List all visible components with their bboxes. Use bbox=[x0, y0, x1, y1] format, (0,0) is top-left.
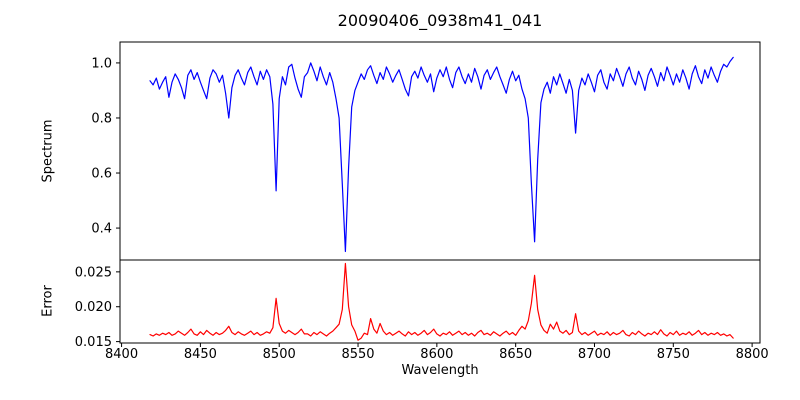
x-tick-label: 8700 bbox=[578, 347, 611, 362]
x-tick-label: 8400 bbox=[105, 347, 138, 362]
wavelength-axis-label: Wavelength bbox=[401, 363, 479, 378]
spectrum-y-tick-label: 0.4 bbox=[91, 222, 112, 237]
error-line bbox=[149, 262, 734, 341]
error-y-tick-label: 0.020 bbox=[75, 300, 112, 315]
x-tick-label: 8650 bbox=[499, 347, 532, 362]
spectrum-y-tick-label: 0.8 bbox=[91, 111, 112, 126]
error-y-tick-label: 0.015 bbox=[75, 335, 112, 350]
spectrum-y-tick-label: 1.0 bbox=[91, 56, 112, 71]
x-tick-label: 8800 bbox=[736, 347, 769, 362]
error-y-tick-label: 0.025 bbox=[75, 265, 112, 280]
x-tick-label: 8550 bbox=[341, 347, 374, 362]
spectrum-y-tick-label: 0.6 bbox=[91, 167, 112, 182]
error-axes-frame bbox=[119, 259, 761, 344]
chart-title: 20090406_0938m41_041 bbox=[337, 11, 543, 30]
x-tick-label: 8500 bbox=[263, 347, 296, 362]
spectrum-line bbox=[149, 56, 734, 253]
x-tick-label: 8450 bbox=[184, 347, 217, 362]
x-tick-label: 8600 bbox=[420, 347, 453, 362]
x-tick-label: 8750 bbox=[657, 347, 690, 362]
